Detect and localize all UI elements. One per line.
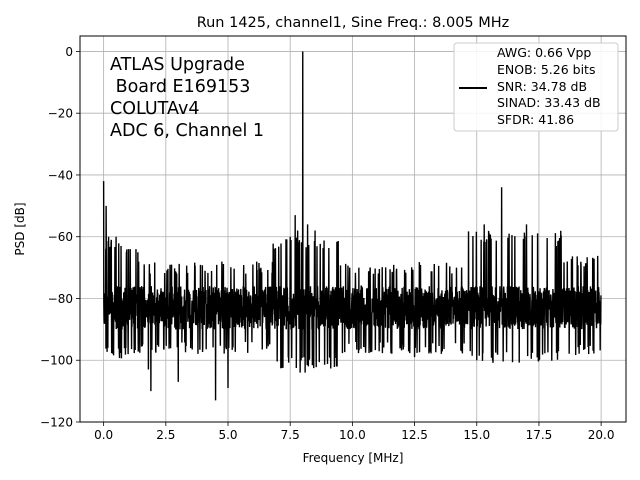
annotation-line-1: ATLAS Upgrade — [110, 55, 245, 75]
plot-area — [102, 51, 602, 401]
x-tick-label: 15.0 — [463, 428, 490, 442]
legend-entry-enob: ENOB: 5.26 bits — [497, 62, 595, 77]
x-axis-ticks: 0.0 2.5 5.0 7.5 10.0 12.5 15.0 17.5 20.0 — [94, 422, 614, 442]
x-tick-label: 10.0 — [339, 428, 366, 442]
y-axis-label: PSD [dB] — [13, 202, 27, 255]
y-tick-label: −40 — [48, 168, 73, 182]
annotation-text: ATLAS Upgrade Board E169153 COLUTAv4 ADC… — [110, 55, 264, 141]
x-axis-label: Frequency [MHz] — [303, 451, 404, 465]
annotation-line-4: ADC 6, Channel 1 — [110, 121, 264, 141]
x-tick-label: 17.5 — [526, 428, 553, 442]
x-tick-label: 7.5 — [281, 428, 300, 442]
annotation-line-3: COLUTAv4 — [110, 99, 199, 119]
x-tick-label: 5.0 — [218, 428, 237, 442]
legend-entry-awg: AWG: 0.66 Vpp — [497, 45, 591, 60]
y-tick-label: 0 — [65, 45, 73, 59]
y-tick-label: −120 — [40, 416, 73, 430]
legend-entry-sfdr: SFDR: 41.86 — [497, 112, 574, 127]
legend: AWG: 0.66 Vpp ENOB: 5.26 bits SNR: 34.78… — [453, 42, 619, 132]
x-tick-label: 2.5 — [156, 428, 175, 442]
legend-box — [453, 42, 619, 132]
axes-frame — [79, 35, 627, 423]
y-tick-label: −60 — [48, 230, 73, 244]
x-tick-label: 12.5 — [401, 428, 428, 442]
psd-series-line — [102, 51, 602, 401]
x-tick-label: 0.0 — [94, 428, 113, 442]
x-tick-label: 20.0 — [588, 428, 615, 442]
y-axis-ticks: 0 −20 −40 −60 −80 −100 −120 — [40, 45, 80, 430]
annotation-line-2: Board E169153 — [110, 77, 250, 97]
y-tick-label: −100 — [40, 354, 73, 368]
y-tick-label: −20 — [48, 107, 73, 121]
legend-entry-snr: SNR: 34.78 dB — [497, 79, 587, 94]
y-tick-label: −80 — [48, 292, 73, 306]
legend-entry-sinad: SINAD: 33.43 dB — [497, 95, 601, 110]
chart-title: Run 1425, channel1, Sine Freq.: 8.005 MH… — [197, 15, 510, 31]
